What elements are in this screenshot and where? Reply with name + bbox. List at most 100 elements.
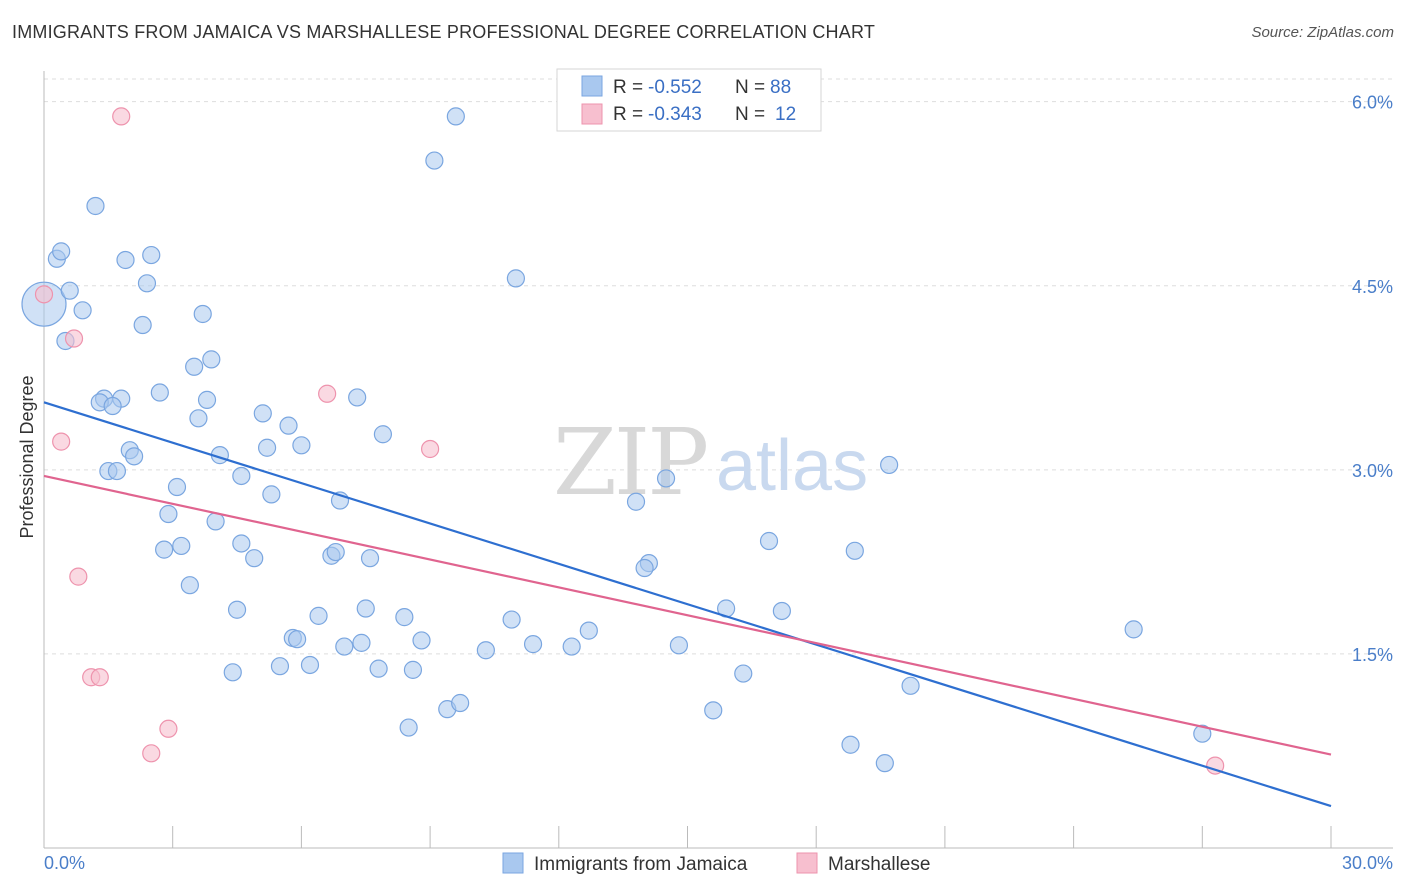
y-axis-title: Professional Degree: [17, 375, 37, 538]
point-jamaica-18: [202, 350, 221, 369]
point-jamaica-39: [245, 549, 264, 568]
legend-swatch-jamaica: [581, 75, 603, 97]
legend-n-label-marshallese: N =: [735, 104, 765, 125]
legend-n-label-jamaica: N =: [735, 77, 765, 98]
point-jamaica-54: [476, 641, 495, 660]
point-jamaica-86: [1124, 620, 1143, 639]
point-jamaica-69: [446, 107, 465, 126]
point-jamaica-23: [292, 436, 311, 455]
point-jamaica-52: [352, 633, 371, 652]
point-jamaica-24: [257, 438, 277, 457]
y-tick-label-2: 4.5%: [1352, 277, 1393, 297]
point-marshallese-11: [1206, 756, 1225, 775]
point-jamaica-17: [185, 357, 204, 376]
point-jamaica-2: [52, 242, 71, 261]
point-marshallese-10: [142, 744, 161, 763]
x-tick-label-max: 30.0%: [1342, 853, 1393, 873]
point-jamaica-0: [21, 281, 67, 327]
point-jamaica-72: [348, 388, 367, 407]
point-jamaica-81: [845, 541, 864, 560]
point-jamaica-75: [626, 492, 646, 511]
point-jamaica-7: [116, 250, 135, 270]
point-marshallese-4: [318, 384, 337, 403]
point-jamaica-77: [635, 558, 654, 578]
point-jamaica-37: [172, 536, 191, 556]
point-jamaica-70: [425, 151, 444, 170]
point-jamaica-57: [579, 621, 598, 640]
watermark: ZIP atlas: [553, 409, 868, 516]
point-jamaica-38: [155, 540, 174, 559]
point-jamaica-47: [395, 608, 414, 627]
point-jamaica-32: [262, 485, 281, 504]
point-jamaica-20: [189, 409, 208, 428]
legend-r-value-jamaica: -0.552: [648, 77, 702, 98]
point-jamaica-65: [451, 693, 470, 713]
point-jamaica-43: [180, 576, 199, 595]
point-jamaica-74: [656, 469, 676, 488]
point-jamaica-61: [369, 659, 388, 678]
point-jamaica-16: [150, 383, 169, 402]
source-credit: Source: ZipAtlas.com: [1251, 24, 1394, 41]
gridlines: [44, 78, 1393, 655]
y-tick-label-0: 1.5%: [1352, 645, 1393, 665]
point-marshallese-0: [112, 107, 131, 126]
point-marshallese-8: [90, 668, 109, 687]
point-jamaica-29: [107, 461, 127, 481]
point-jamaica-19: [197, 390, 217, 409]
legend-n-value-jamaica: 88: [770, 77, 791, 98]
legend-swatch-marshallese: [581, 103, 603, 125]
point-marshallese-1: [34, 285, 54, 304]
point-jamaica-50: [288, 630, 307, 649]
point-jamaica-21: [253, 404, 272, 423]
legend-n-value-marshallese: 12: [775, 104, 796, 125]
x-tick-label-min: 0.0%: [44, 853, 85, 873]
point-jamaica-59: [270, 657, 290, 676]
point-jamaica-10: [133, 315, 152, 335]
point-jamaica-31: [167, 477, 187, 497]
point-jamaica-3: [86, 196, 105, 216]
series-marshallese-points: [34, 107, 1225, 775]
point-jamaica-9: [137, 274, 157, 293]
point-jamaica-22: [279, 416, 298, 435]
axes: [43, 71, 1393, 849]
point-jamaica-11: [193, 304, 212, 324]
point-jamaica-30: [232, 466, 251, 486]
point-jamaica-45: [309, 606, 328, 625]
bottom-legend-label-jamaica: Immigrants from Jamaica: [534, 854, 748, 875]
watermark-atlas: atlas: [716, 426, 868, 506]
legend-r-label-marshallese: R =: [613, 104, 643, 125]
point-marshallese-5: [421, 439, 440, 459]
point-marshallese-3: [52, 432, 71, 451]
point-jamaica-44: [227, 600, 247, 619]
point-marshallese-9: [159, 719, 178, 738]
point-jamaica-85: [875, 754, 894, 773]
point-jamaica-71: [506, 269, 526, 288]
point-jamaica-62: [403, 660, 423, 679]
point-jamaica-34: [159, 504, 178, 524]
point-jamaica-68: [734, 664, 753, 683]
trendline-jamaica: [43, 401, 1332, 808]
point-jamaica-15: [103, 396, 122, 416]
chart-title: IMMIGRANTS FROM JAMAICA VS MARSHALLESE P…: [12, 22, 876, 42]
y-tick-label-1: 3.0%: [1352, 461, 1393, 481]
trendlines: [43, 401, 1332, 808]
point-jamaica-26: [124, 447, 144, 466]
legend-r-value-marshallese: -0.343: [648, 104, 702, 125]
point-jamaica-63: [399, 718, 418, 737]
bottom-legend-swatch-marshallese: [796, 852, 818, 874]
point-jamaica-48: [502, 610, 521, 629]
y-tick-label-3: 6.0%: [1352, 93, 1393, 113]
trendline-marshallese: [43, 474, 1332, 756]
point-jamaica-87: [1193, 724, 1212, 743]
point-jamaica-60: [300, 655, 320, 675]
bottom-legend-swatch-jamaica: [502, 852, 524, 874]
y-tick-labels: 1.5% 3.0% 4.5% 6.0%: [1352, 93, 1393, 665]
point-jamaica-56: [562, 637, 581, 656]
series-jamaica-points: [21, 107, 1212, 773]
point-jamaica-79: [759, 531, 779, 551]
point-jamaica-46: [356, 599, 375, 618]
legend: R = -0.552 N = 88 R = -0.343 N = 12: [556, 68, 822, 132]
bottom-legend: Immigrants from Jamaica Marshallese: [502, 852, 930, 875]
point-jamaica-73: [373, 425, 393, 444]
